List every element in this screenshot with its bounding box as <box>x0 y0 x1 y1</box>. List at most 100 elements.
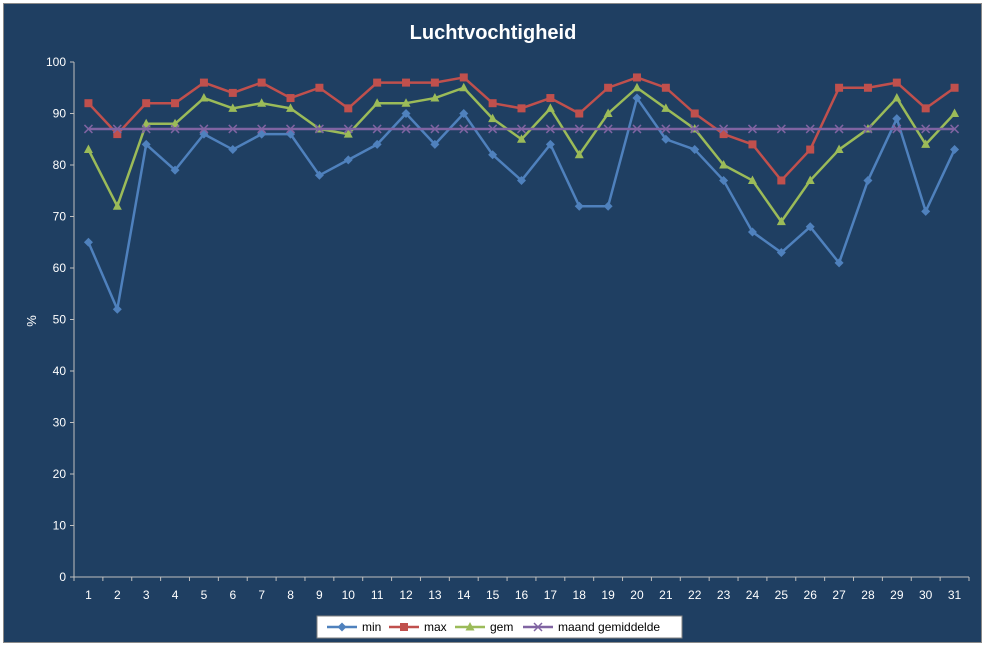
data-point-maand-gemiddelde <box>603 124 613 134</box>
x-marker-stroke <box>228 124 238 134</box>
data-point-min <box>372 139 382 149</box>
data-point-max <box>257 78 266 87</box>
data-point-maand-gemiddelde <box>401 124 411 134</box>
x-tick-label: 23 <box>717 588 731 602</box>
x-marker-stroke <box>892 124 902 134</box>
y-tick-label: 0 <box>59 570 66 584</box>
x-marker-stroke <box>83 124 93 134</box>
data-point-gem <box>603 108 613 117</box>
data-point-maand-gemiddelde <box>921 124 931 134</box>
y-axis-title: % <box>24 315 39 327</box>
data-point-maand-gemiddelde <box>199 124 209 134</box>
data-point-maand-gemiddelde <box>661 124 671 134</box>
line-chart: Luchtvochtigheid % 0 10 20 30 40 50 60 70 80 90 10… <box>24 22 970 639</box>
data-point-gem <box>343 129 353 138</box>
data-point-max <box>690 109 699 118</box>
data-point-gem <box>921 139 931 148</box>
data-point-gem <box>805 175 815 184</box>
data-point-min <box>112 304 122 314</box>
x-marker-stroke <box>199 124 209 134</box>
x-tick-label: 29 <box>890 588 904 602</box>
legend-box <box>316 615 683 639</box>
x-tick-label: 25 <box>775 588 789 602</box>
data-point-min <box>632 93 642 103</box>
chart-title: Luchtvochtigheid <box>410 22 577 44</box>
x-tick-label: 6 <box>229 588 236 602</box>
data-point-gem <box>834 144 844 154</box>
data-point-max <box>661 83 670 92</box>
data-point-min <box>430 139 440 149</box>
data-point-min <box>921 206 931 216</box>
x-tick-label: 22 <box>688 588 702 602</box>
x-marker-stroke <box>603 124 613 134</box>
data-point-max <box>488 99 497 108</box>
data-point-min <box>401 109 411 118</box>
data-point-max <box>228 88 237 97</box>
x-marker-stroke <box>401 124 411 134</box>
data-point-maand-gemiddelde <box>141 124 151 134</box>
x-tick-label: 27 <box>832 588 846 602</box>
data-point-max <box>171 99 180 108</box>
legend-swatch-marker <box>400 623 408 631</box>
x-tick-label: 16 <box>515 588 529 602</box>
x-tick-label: 7 <box>258 588 265 602</box>
x-tick-label: 26 <box>804 588 818 602</box>
y-tick-label: 30 <box>53 416 67 430</box>
data-point-min <box>257 129 267 139</box>
x-tick-label: 2 <box>114 588 121 602</box>
data-point-maand-gemiddelde <box>228 124 238 134</box>
x-marker-stroke <box>170 124 180 134</box>
data-point-maand-gemiddelde <box>343 124 353 134</box>
x-tick-label: 24 <box>746 588 760 602</box>
x-marker-stroke <box>112 124 122 134</box>
data-point-max <box>113 130 122 139</box>
data-point-min <box>170 165 180 175</box>
x-marker-stroke <box>776 124 786 134</box>
data-point-gem <box>141 118 151 128</box>
legend-swatch-marker <box>465 622 475 631</box>
x-tick-label: 21 <box>659 588 673 602</box>
legend-label: min <box>362 620 381 634</box>
x-marker-stroke <box>690 124 700 134</box>
x-marker-stroke <box>921 124 931 134</box>
data-point-min <box>459 109 469 118</box>
data-point-gem <box>632 82 642 92</box>
data-point-min <box>863 175 873 185</box>
data-point-min <box>950 145 960 155</box>
x-marker-stroke <box>632 124 642 134</box>
legend-label: maand gemiddelde <box>558 620 660 634</box>
data-point-maand-gemiddelde <box>632 124 642 134</box>
data-point-gem <box>401 98 411 107</box>
legend-entry-min: min <box>327 620 381 634</box>
data-point-maand-gemiddelde <box>776 124 786 134</box>
data-point-max <box>575 109 584 118</box>
data-point-max <box>546 94 555 103</box>
data-point-min <box>343 155 353 165</box>
x-marker-stroke <box>719 124 729 134</box>
legend: min max gem maand gemiddelde <box>316 615 683 639</box>
x-tick-label: 31 <box>948 588 962 602</box>
series-maand-gemiddelde <box>83 124 960 134</box>
data-point-min <box>719 175 729 185</box>
data-point-max <box>84 99 93 108</box>
series-gem <box>83 82 960 226</box>
data-point-gem <box>892 93 902 102</box>
x-tick-label: 8 <box>287 588 294 602</box>
data-point-max <box>719 130 728 139</box>
data-point-max <box>806 145 815 154</box>
x-marker-stroke <box>286 124 296 134</box>
x-tick-label: 18 <box>573 588 587 602</box>
data-point-gem <box>199 93 209 102</box>
data-point-min <box>228 145 238 155</box>
data-point-maand-gemiddelde <box>430 124 440 134</box>
data-point-gem <box>112 201 122 210</box>
data-point-gem <box>545 103 555 112</box>
data-point-min <box>83 237 93 247</box>
y-tick-label: 100 <box>46 55 66 69</box>
chart-area: Luchtvochtigheid % 0 10 20 30 40 50 60 70 80 90 10… <box>3 3 982 643</box>
x-marker-stroke <box>459 124 469 134</box>
legend-label: max <box>424 620 447 634</box>
data-point-max <box>315 83 324 92</box>
y-tick-label: 20 <box>53 467 67 481</box>
data-point-maand-gemiddelde <box>950 124 960 134</box>
